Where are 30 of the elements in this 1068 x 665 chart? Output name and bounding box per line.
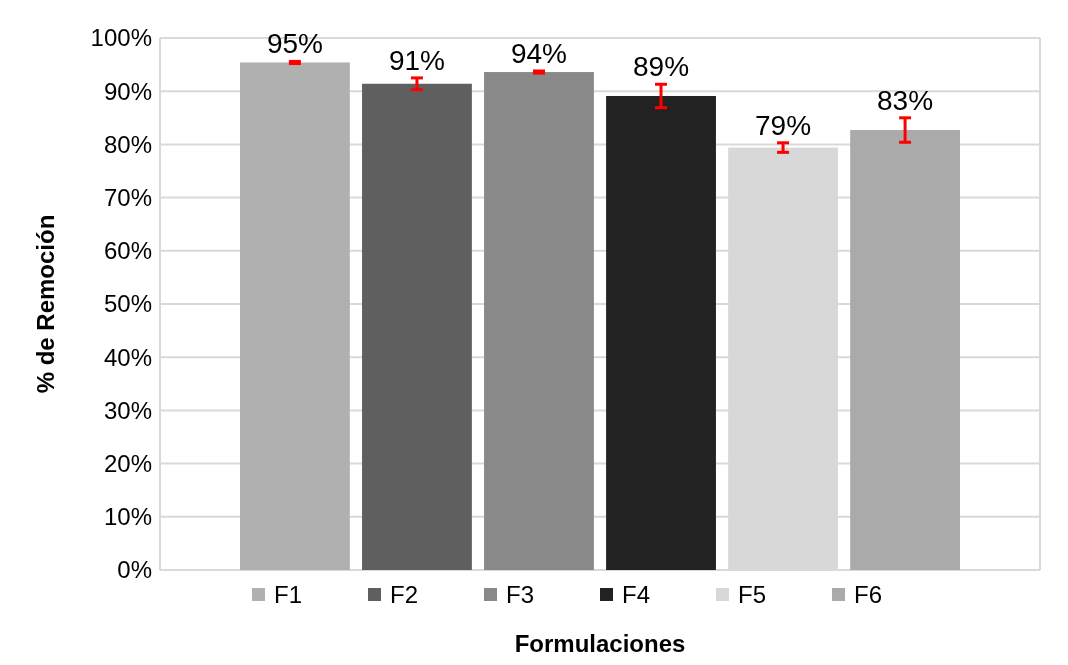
data-label: 79%: [755, 109, 812, 141]
y-axis-title: % de Remoción: [32, 214, 59, 394]
y-tick-label: 10%: [103, 503, 152, 531]
x-axis-title: Formulaciones: [514, 630, 686, 657]
legend-label: F3: [506, 581, 535, 609]
y-tick-label: 70%: [103, 184, 152, 211]
legend-label: F1: [274, 581, 303, 609]
y-tick-label: 50%: [103, 290, 152, 318]
data-label: 94%: [510, 37, 568, 69]
bar: [850, 130, 960, 570]
bar: [606, 95, 716, 570]
y-tick-label: 40%: [103, 343, 152, 371]
y-tick-label: 30%: [103, 396, 152, 424]
y-tick-label: 100%: [90, 24, 152, 52]
legend-label: F5: [738, 581, 767, 609]
bar: [240, 62, 350, 570]
legend-label: F6: [854, 581, 883, 609]
legend-label: F4: [622, 581, 651, 609]
data-label: 89%: [632, 51, 690, 83]
y-tick-label: 20%: [103, 450, 152, 477]
data-label: 91%: [388, 44, 445, 76]
y-tick-label: 0%: [117, 556, 152, 584]
bar: [362, 83, 472, 570]
legend-label: F2: [390, 581, 419, 609]
y-tick-label: 80%: [103, 130, 152, 158]
data-label: 95%: [266, 28, 323, 60]
y-tick-label: 60%: [103, 237, 152, 265]
data-label: 83%: [877, 84, 934, 116]
bar: [484, 72, 594, 570]
y-tick-label: 90%: [103, 77, 152, 105]
